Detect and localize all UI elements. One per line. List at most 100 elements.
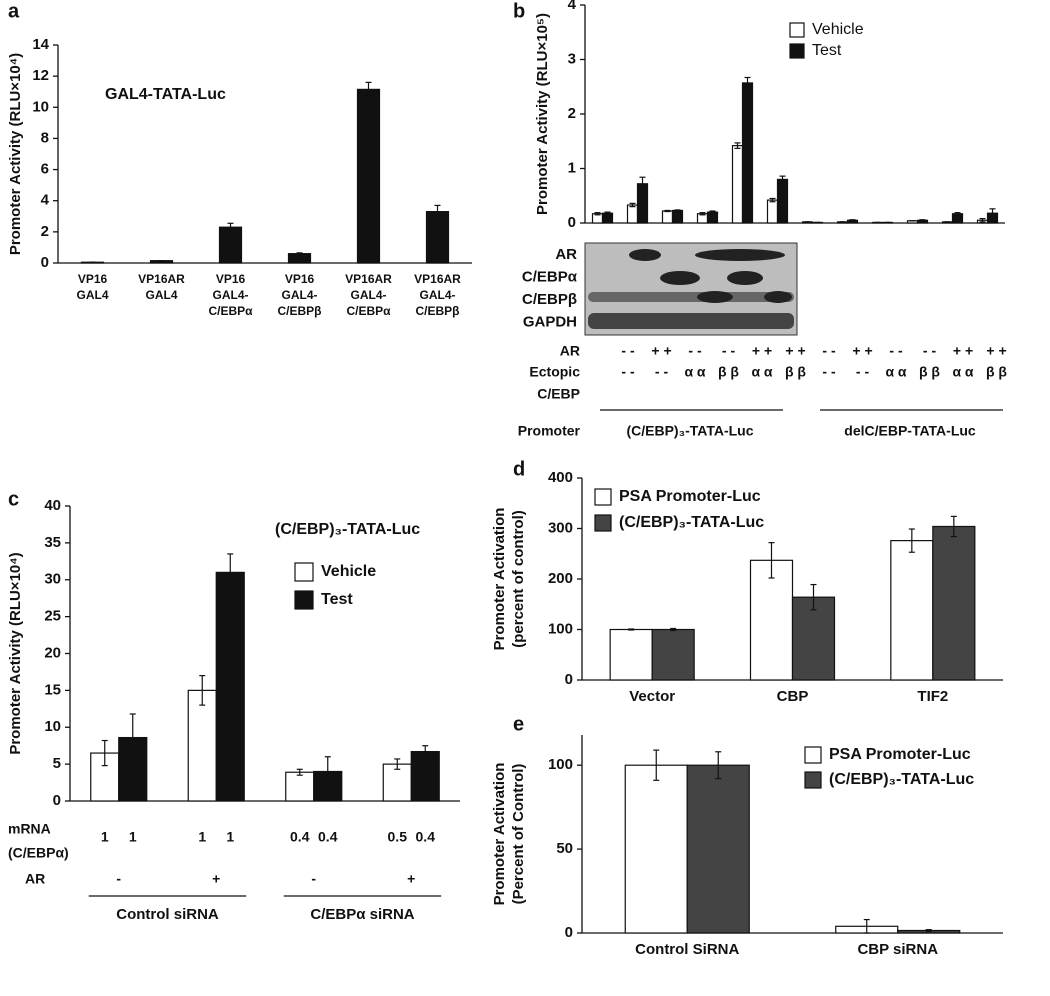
bar <box>651 628 695 681</box>
error-bar <box>989 208 996 219</box>
error-bar <box>925 929 932 932</box>
legend-swatch <box>594 514 612 532</box>
row-value: + + <box>785 343 805 359</box>
error-bar <box>394 758 401 770</box>
error-bar <box>664 209 671 213</box>
legend-label: Vehicle <box>321 563 376 580</box>
y-tick-label: 10 <box>32 98 49 115</box>
y-axis-label: Promoter Activity (RLU×10⁵) <box>534 13 551 215</box>
error-bar <box>699 212 706 216</box>
error-bar <box>629 202 636 208</box>
panel-label: e <box>513 713 524 735</box>
bar <box>382 763 412 802</box>
y-tick-label: 8 <box>41 129 49 146</box>
error-bar <box>810 583 817 611</box>
y-tick-label: 100 <box>548 620 573 637</box>
bar <box>187 689 217 802</box>
legend-label: (C/EBP)₃-TATA-Luc <box>619 514 764 531</box>
y-axis-label: Promoter Activation <box>491 508 508 651</box>
x-tick-label: C/EBPβ <box>416 304 460 318</box>
y-tick-label: 25 <box>44 608 61 625</box>
blot-label: C/EBPβ <box>522 291 577 308</box>
row-value: α α <box>885 364 906 380</box>
x-tick-label: Vector <box>629 688 675 705</box>
error-bar <box>950 515 957 538</box>
x-tick-label: TIF2 <box>917 688 948 705</box>
row-value: - - <box>621 364 635 380</box>
bar <box>766 199 779 224</box>
row-value: 1 <box>129 829 137 845</box>
x-tick-label: GAL4 <box>145 288 177 302</box>
bar <box>626 204 639 224</box>
row-label: Promoter <box>518 423 581 439</box>
y-tick-label: 0 <box>53 792 61 809</box>
error-bar <box>849 219 856 222</box>
row-value: β β <box>919 364 940 380</box>
bar <box>609 628 653 681</box>
error-bar <box>639 176 646 191</box>
y-axis-label: Promoter Activity (RLU×10⁴) <box>7 552 24 754</box>
bar <box>356 88 381 264</box>
y-tick-label: 12 <box>32 67 49 84</box>
y-axis-label: Promoter Activation <box>491 763 508 906</box>
row-label: Ectopic <box>529 364 580 380</box>
row-value: - - <box>822 364 836 380</box>
row-value: 1 <box>226 829 234 845</box>
y-tick-label: 2 <box>568 105 576 122</box>
x-tick-label: GAL4- <box>351 288 387 302</box>
error-bar <box>594 212 601 216</box>
x-tick-label: VP16AR <box>345 272 392 286</box>
row-value: - - <box>655 364 669 380</box>
legend-label: PSA Promoter-Luc <box>619 488 761 505</box>
row-value: - - <box>889 343 903 359</box>
row-label: mRNA <box>8 821 51 837</box>
error-bar <box>863 918 870 934</box>
group-label: delC/EBP-TATA-Luc <box>844 423 976 439</box>
y-tick-label: 0 <box>568 214 576 231</box>
error-bar <box>908 528 915 553</box>
legend-label: (C/EBP)₃-TATA-Luc <box>829 771 974 788</box>
legend-label: Test <box>321 591 353 608</box>
x-tick-label: VP16AR <box>138 272 185 286</box>
x-tick-label: VP16 <box>78 272 108 286</box>
row-value: + <box>212 871 220 887</box>
y-tick-label: 6 <box>41 161 49 178</box>
error-bar <box>324 756 331 787</box>
row-value: 0.4 <box>416 829 436 845</box>
bar <box>731 145 744 224</box>
row-value: - <box>116 871 121 887</box>
bar <box>749 559 794 681</box>
y-tick-label: 300 <box>548 519 573 536</box>
row-label: (C/EBPα) <box>8 845 69 861</box>
error-bar <box>422 745 429 759</box>
bar <box>425 211 450 264</box>
x-tick-label: CBP <box>777 688 809 705</box>
y-tick-label: 0 <box>41 254 49 271</box>
error-bar <box>769 197 776 203</box>
error-bar <box>628 628 635 631</box>
y-tick-label: 50 <box>556 840 573 857</box>
bar <box>624 764 688 934</box>
y-tick-label: 35 <box>44 534 61 551</box>
row-value: α α <box>684 364 705 380</box>
bar <box>410 750 440 802</box>
error-bar <box>744 76 751 89</box>
bar <box>686 764 750 934</box>
row-value: - - <box>923 343 937 359</box>
legend-label: Vehicle <box>812 21 864 38</box>
row-label: AR <box>25 871 45 887</box>
y-axis-label: (percent of control) <box>510 510 527 648</box>
panel-label: d <box>513 458 525 480</box>
error-bar <box>296 768 303 776</box>
error-bar <box>101 739 108 767</box>
group-label: Control siRNA <box>116 906 219 923</box>
legend-swatch <box>789 22 805 38</box>
x-tick-label: Control SiRNA <box>635 941 739 958</box>
x-tick-label: GAL4- <box>213 288 249 302</box>
error-bar <box>670 627 677 632</box>
error-bar <box>979 218 986 223</box>
row-value: 0.4 <box>290 829 310 845</box>
row-value: 0.5 <box>388 829 408 845</box>
row-value: + <box>407 871 415 887</box>
